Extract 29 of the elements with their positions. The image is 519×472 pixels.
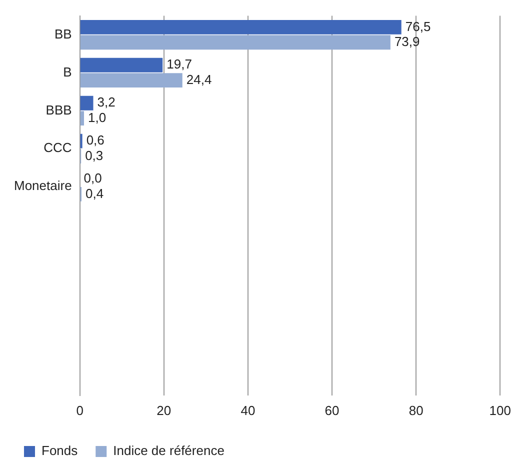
- bar: [80, 96, 94, 110]
- y-tick-label: BBB: [46, 102, 72, 118]
- legend-label: Fonds: [42, 443, 78, 458]
- data-label: 0,6: [86, 132, 104, 148]
- data-label: 3,2: [97, 94, 116, 110]
- data-label: 1,0: [88, 110, 106, 125]
- x-tick-label: 60: [324, 402, 340, 418]
- bar: [80, 20, 402, 34]
- x-tick-label: 20: [156, 402, 172, 418]
- x-tick-label: 40: [240, 402, 256, 418]
- x-tick-label: 100: [489, 402, 512, 418]
- data-label: 73,9: [394, 34, 420, 49]
- data-label: 0,3: [85, 148, 104, 163]
- bar: [80, 73, 182, 88]
- data-label: 24,4: [186, 72, 212, 87]
- data-label: 76,5: [405, 18, 431, 34]
- x-tick-label: 80: [408, 402, 424, 418]
- bar: [80, 111, 84, 126]
- legend-label: Indice de référence: [113, 443, 224, 458]
- data-label: 19,7: [166, 56, 192, 72]
- x-tick-label: 0: [76, 402, 84, 418]
- y-tick-label: BB: [54, 26, 72, 42]
- y-tick-label: B: [63, 64, 72, 80]
- data-label: 0,4: [85, 186, 104, 201]
- data-label: 0,0: [84, 170, 102, 186]
- y-tick-label: CCC: [44, 140, 72, 156]
- bar: [80, 35, 390, 50]
- y-tick-label: Monetaire: [14, 178, 72, 194]
- bar: [80, 58, 163, 72]
